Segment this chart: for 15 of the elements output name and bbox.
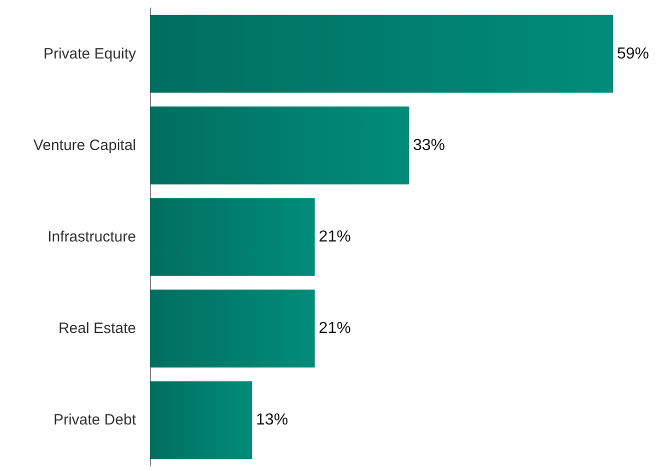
- y-tick-label: Real Estate: [58, 320, 136, 338]
- bar: [150, 381, 252, 460]
- bar: [150, 290, 315, 368]
- bar: [150, 106, 409, 184]
- y-tick-label: Venture Capital: [33, 136, 136, 154]
- data-label: 21%: [318, 320, 351, 338]
- data-label: 33%: [412, 136, 445, 154]
- y-tick-label: Infrastructure: [48, 228, 136, 246]
- bar: [150, 198, 315, 276]
- bar: [150, 14, 613, 93]
- data-label: 13%: [256, 412, 288, 429]
- y-tick-label: Private Equity: [43, 45, 136, 62]
- y-tick-label: Private Debt: [53, 412, 137, 429]
- data-label: 21%: [318, 228, 351, 246]
- data-label: 59%: [617, 45, 650, 62]
